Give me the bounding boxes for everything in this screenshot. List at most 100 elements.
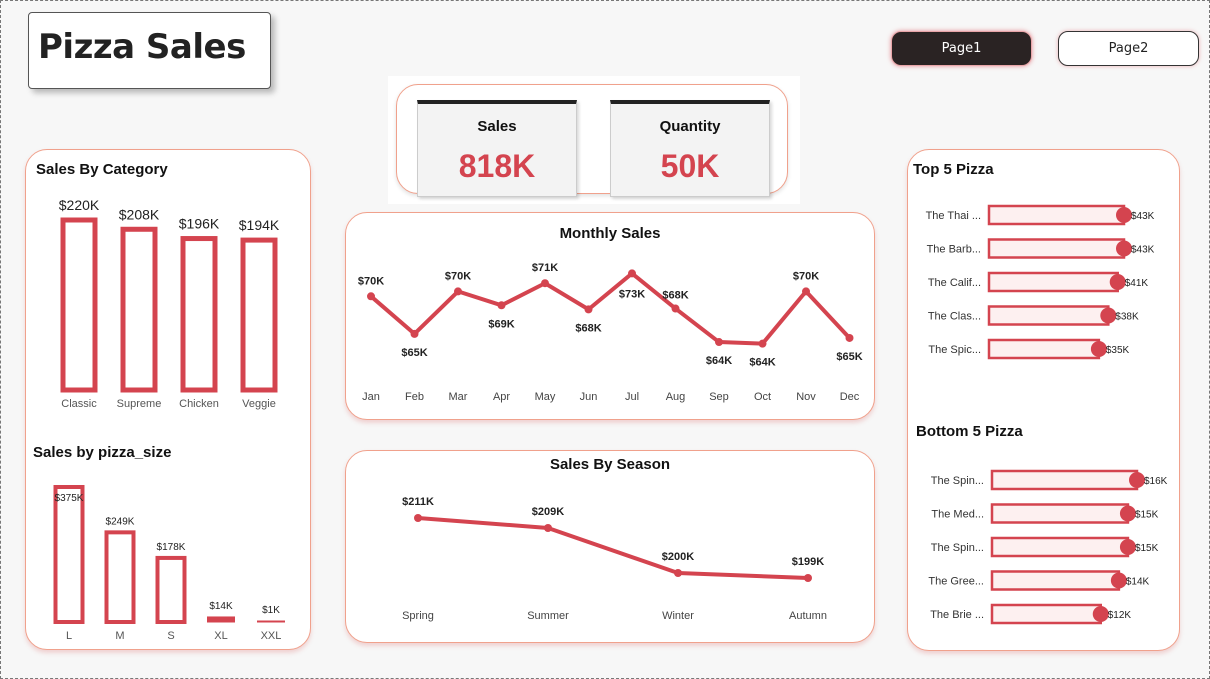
size-bar	[207, 616, 235, 623]
page1-button[interactable]: Page1	[891, 31, 1032, 66]
sales-by-size-title: Sales by pizza_size	[33, 444, 172, 461]
size-tick-label: S	[167, 630, 174, 642]
sales-kpi-card[interactable]: Sales 818K	[417, 100, 577, 197]
season-value-label: $209K	[532, 506, 564, 518]
top5-marker	[1109, 274, 1126, 290]
monthly-sales-title: Monthly Sales	[559, 225, 661, 242]
monthly-tick-label: Jan	[362, 391, 380, 403]
sales-by-category-chart[interactable]: $220K Classic $208K Supreme $196K Chicken $194…	[25, 190, 311, 415]
season-value-label: $211K	[402, 496, 434, 508]
size-value-label: $178K	[157, 542, 186, 553]
season-tick-label: Autumn	[789, 610, 827, 622]
size-value-label: $1K	[262, 605, 280, 616]
size-tick-label: XXL	[261, 630, 282, 642]
season-tick-label: Spring	[402, 610, 434, 622]
season-point	[674, 569, 682, 577]
bottom5-item-label: The Brie ...	[930, 609, 984, 621]
top5-bar	[987, 338, 1101, 360]
monthly-value-label: $69K	[488, 318, 514, 330]
category-bar	[120, 226, 158, 393]
category-bar	[60, 217, 98, 393]
monthly-value-label: $70K	[358, 275, 384, 287]
monthly-sales-chart[interactable]: $70K Jan $65K Feb $70K Mar $69K Apr $71K May $68K J…	[345, 212, 875, 420]
kpi-area: Sales 818K Quantity 50K	[388, 76, 800, 204]
top5-item-label: The Calif...	[928, 277, 981, 289]
bottom5-item-label: The Gree...	[928, 576, 984, 588]
monthly-tick-label: Aug	[666, 391, 686, 403]
monthly-tick-label: Sep	[709, 391, 729, 403]
season-sales-chart[interactable]: $211K Spring $209K Summer $200K Winter $199K Au…	[345, 450, 875, 643]
bottom5-value-label: $16K	[1144, 476, 1168, 487]
category-bar	[180, 236, 218, 393]
monthly-tick-label: Nov	[796, 391, 816, 403]
category-value-label: $194K	[239, 217, 280, 233]
season-tick-label: Summer	[527, 610, 569, 622]
sales-kpi-label: Sales	[477, 118, 517, 135]
monthly-sales-line	[369, 271, 851, 346]
bottom5-bar	[990, 570, 1121, 591]
top5-bar	[987, 305, 1110, 326]
monthly-point	[410, 329, 419, 338]
bottom5-item-label: The Spin...	[931, 475, 984, 487]
season-sales-line	[417, 516, 809, 580]
monthly-value-label: $64K	[749, 357, 775, 369]
size-value-label: $249K	[106, 516, 135, 527]
top5-item-label: The Clas...	[928, 311, 981, 323]
size-value-label: $375K	[55, 493, 84, 504]
category-value-label: $220K	[59, 197, 100, 213]
monthly-value-label: $65K	[401, 347, 427, 359]
bottom5-marker	[1119, 539, 1136, 555]
monthly-value-label: $71K	[532, 262, 558, 274]
monthly-tick-label: Mar	[449, 391, 468, 403]
top5-item-label: The Barb...	[927, 244, 981, 256]
kpi-container: Sales 818K Quantity 50K	[396, 84, 788, 197]
bottom5-bar	[990, 469, 1139, 491]
size-bar	[257, 620, 285, 623]
size-bar	[155, 555, 187, 624]
top5-value-label: $43K	[1131, 245, 1155, 256]
sales-kpi-value: 818K	[458, 148, 536, 184]
top5-marker	[1090, 341, 1107, 357]
season-point	[544, 524, 552, 532]
monthly-value-label: $73K	[619, 288, 645, 300]
monthly-value-label: $70K	[793, 270, 819, 282]
top5-title: Top 5 Pizza	[913, 161, 994, 178]
monthly-point	[497, 301, 506, 310]
top5-bar	[987, 271, 1119, 293]
monthly-point	[845, 333, 854, 342]
top5-marker	[1116, 207, 1132, 223]
monthly-tick-label: May	[535, 391, 556, 403]
top5-item-label: The Thai ...	[926, 210, 981, 222]
quantity-kpi-value: 50K	[660, 148, 720, 184]
monthly-value-label: $68K	[575, 322, 601, 334]
bottom5-marker	[1119, 505, 1136, 522]
season-point	[804, 574, 812, 582]
season-sales-panel: Sales By Season	[345, 450, 875, 643]
category-tick-label: Supreme	[117, 398, 162, 410]
bottom5-marker	[1092, 606, 1109, 622]
size-value-label: $14K	[209, 601, 233, 612]
bottom5-value-label: $15K	[1135, 543, 1159, 554]
monthly-point	[584, 305, 593, 314]
monthly-point	[758, 339, 767, 348]
bottom5-value-label: $14K	[1126, 577, 1150, 588]
season-sales-title: Sales By Season	[549, 456, 671, 473]
monthly-tick-label: Feb	[405, 391, 424, 403]
top5-value-label: $41K	[1125, 278, 1149, 289]
sales-by-category-title: Sales By Category	[36, 161, 168, 178]
category-value-label: $196K	[179, 216, 220, 232]
top5-item-label: The Spic...	[928, 344, 981, 356]
season-point	[414, 514, 422, 522]
monthly-value-label: $70K	[445, 270, 471, 282]
size-bar	[104, 530, 136, 624]
bottom5-value-label: $12K	[1108, 610, 1132, 621]
quantity-kpi-label: Quantity	[659, 118, 721, 135]
sales-by-size-chart[interactable]: $375K L $249K M $178K S $14K XL $1K XXL	[25, 478, 311, 646]
top5-chart[interactable]: The Thai ... $43K The Barb... $43K The Calif…	[907, 195, 1180, 370]
page2-button[interactable]: Page2	[1058, 31, 1199, 66]
bottom5-chart[interactable]: The Spin... $16K The Med... $15K The Spin...…	[907, 460, 1180, 635]
season-value-label: $200K	[662, 551, 694, 563]
top5-marker	[1116, 240, 1132, 257]
quantity-kpi-card[interactable]: Quantity 50K	[610, 100, 770, 197]
bottom5-bar	[990, 603, 1102, 625]
